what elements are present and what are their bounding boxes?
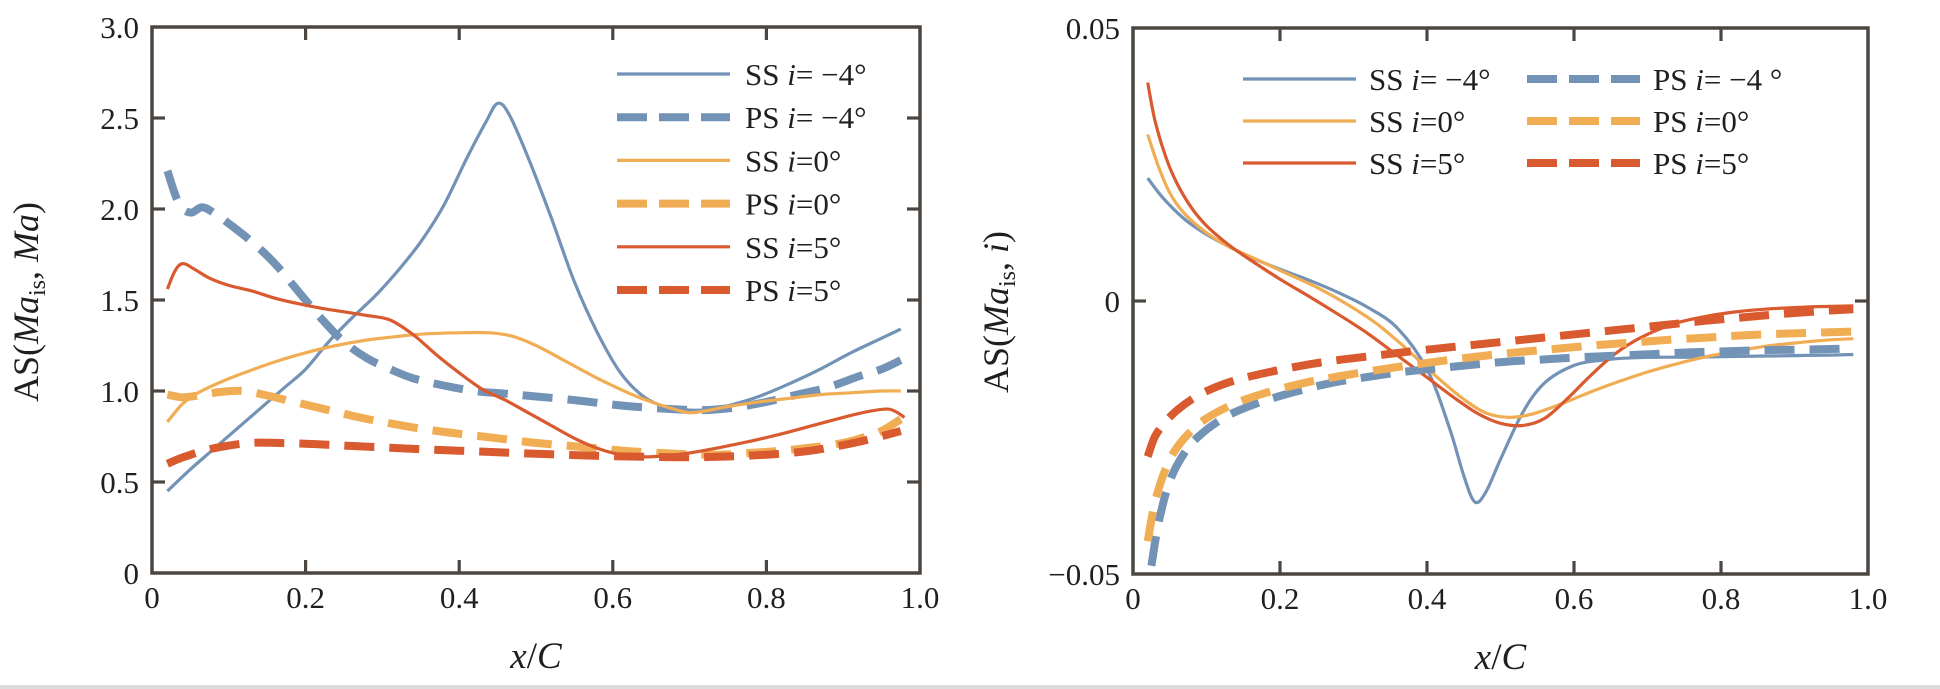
svg-text:PS i= −4 °: PS i= −4 ° <box>1653 62 1782 97</box>
svg-text:SS i= −4°: SS i= −4° <box>1369 62 1490 97</box>
svg-text:0: 0 <box>1125 581 1141 616</box>
svg-text:0.6: 0.6 <box>593 580 632 615</box>
svg-text:x/C: x/C <box>509 636 563 677</box>
svg-text:SS i= −4°: SS i= −4° <box>745 57 866 92</box>
svg-text:−0.05: −0.05 <box>1048 557 1120 592</box>
svg-text:PS i=0°: PS i=0° <box>1653 104 1749 139</box>
svg-text:3.0: 3.0 <box>100 10 139 45</box>
svg-text:2.0: 2.0 <box>100 192 139 227</box>
svg-text:0.8: 0.8 <box>747 580 786 615</box>
svg-text:x/C: x/C <box>1474 637 1528 678</box>
svg-text:0.5: 0.5 <box>100 465 139 500</box>
left-chart: 0 0.2 0.4 0.6 0.8 1.0 0 0.5 1.0 1.5 2.0 2.5 3.0 x/C AS… <box>6 10 939 677</box>
svg-text:0: 0 <box>124 556 140 591</box>
svg-text:PS i=0°: PS i=0° <box>745 187 841 222</box>
svg-text:PS i= −4°: PS i= −4° <box>745 100 866 135</box>
svg-text:PS i=5°: PS i=5° <box>1653 146 1749 181</box>
svg-text:0: 0 <box>144 580 160 615</box>
svg-text:SS i=0°: SS i=0° <box>1369 104 1465 139</box>
svg-text:SS i=5°: SS i=5° <box>1369 146 1465 181</box>
svg-text:PS i=5°: PS i=5° <box>745 273 841 308</box>
svg-text:0: 0 <box>1105 284 1121 319</box>
svg-text:AS(Mais, Ma): AS(Mais, Ma) <box>6 202 51 402</box>
svg-text:0.05: 0.05 <box>1066 11 1120 46</box>
svg-text:0.4: 0.4 <box>440 580 479 615</box>
svg-text:1.0: 1.0 <box>100 374 139 409</box>
svg-text:2.5: 2.5 <box>100 101 139 136</box>
svg-text:0.4: 0.4 <box>1408 581 1447 616</box>
svg-text:SS i=5°: SS i=5° <box>745 230 841 265</box>
svg-text:1.0: 1.0 <box>901 580 940 615</box>
svg-text:0.8: 0.8 <box>1702 581 1741 616</box>
svg-text:0.2: 0.2 <box>286 580 325 615</box>
svg-text:0.2: 0.2 <box>1261 581 1300 616</box>
bottom-border-strip <box>0 685 1940 689</box>
svg-text:1.0: 1.0 <box>1849 581 1888 616</box>
svg-text:SS i=0°: SS i=0° <box>745 143 841 178</box>
svg-text:1.5: 1.5 <box>100 283 139 318</box>
svg-text:0.6: 0.6 <box>1555 581 1594 616</box>
svg-text:AS(Mais, i): AS(Mais, i) <box>976 231 1021 393</box>
